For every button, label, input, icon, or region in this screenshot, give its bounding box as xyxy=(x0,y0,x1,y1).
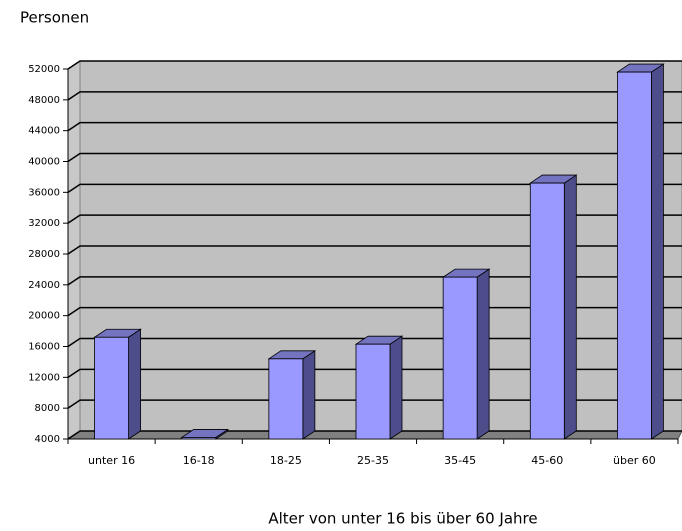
x-tick-label: 25-35 xyxy=(357,454,389,467)
y-tick-label: 20000 xyxy=(28,311,60,322)
y-tick-label: 28000 xyxy=(28,249,60,260)
grid-line xyxy=(67,245,682,255)
y-tick-label: 12000 xyxy=(28,372,60,383)
bar-side xyxy=(302,350,316,440)
y-tick-label: 32000 xyxy=(28,218,60,229)
y-tick-label: 8000 xyxy=(35,403,60,414)
bar xyxy=(181,437,217,440)
x-tick-label: über 60 xyxy=(613,454,656,467)
y-tick-label: 16000 xyxy=(28,342,60,353)
y-tick-label: 4000 xyxy=(35,434,60,445)
y-tick-label: 52000 xyxy=(28,64,60,75)
x-tick-label: 45-60 xyxy=(531,454,563,467)
bar xyxy=(94,336,129,440)
grid-line xyxy=(67,60,682,70)
bar xyxy=(442,276,478,440)
chart-title: Personen xyxy=(20,9,89,27)
x-tick-label: 18-25 xyxy=(270,454,302,467)
y-tick-label: 40000 xyxy=(28,157,60,168)
grid-line xyxy=(67,121,682,132)
bar-side xyxy=(651,63,664,440)
x-tick-label: 35-45 xyxy=(444,454,476,467)
y-tick-label: 48000 xyxy=(28,95,60,106)
bar xyxy=(355,343,391,440)
x-axis-title: Alter von unter 16 bis über 60 Jahre xyxy=(268,510,537,528)
y-tick-label: 36000 xyxy=(28,187,60,198)
bar-side xyxy=(128,328,141,440)
x-tick-label: unter 16 xyxy=(88,454,135,467)
bar-side xyxy=(389,335,403,440)
y-tick-label: 44000 xyxy=(28,126,60,137)
bar xyxy=(529,182,565,440)
bar-side xyxy=(476,268,490,440)
x-tick-label: 16-18 xyxy=(183,454,215,467)
grid-line xyxy=(67,152,682,163)
grid-line xyxy=(67,183,682,193)
y-tick-label: 24000 xyxy=(28,280,60,291)
bar xyxy=(268,358,304,440)
grid-line xyxy=(67,214,682,224)
bar-side xyxy=(563,174,577,440)
bar xyxy=(617,71,652,440)
grid-line xyxy=(67,91,682,101)
